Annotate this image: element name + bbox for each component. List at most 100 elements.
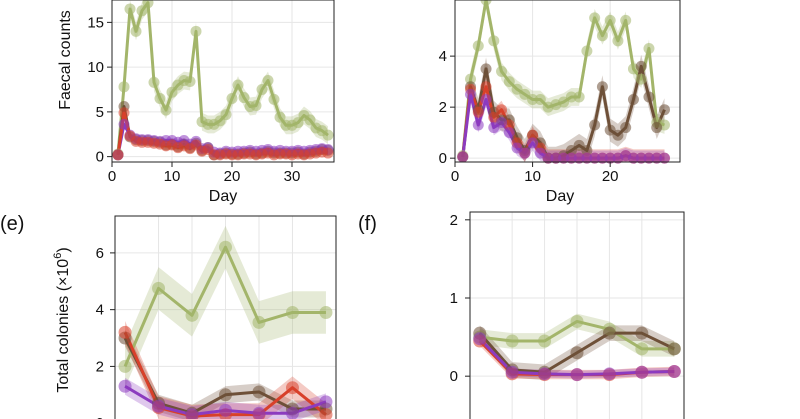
- data-point-red: [319, 408, 333, 419]
- x-tick-label: 0: [451, 168, 459, 185]
- data-point-green: [232, 79, 244, 91]
- y-tick-label: 0: [96, 149, 104, 166]
- ticks-tl: 0 5 10 15 0 10 20 30: [87, 14, 300, 185]
- x-axis-title-tl: Day: [209, 188, 237, 205]
- x-tick-label: 10: [164, 168, 181, 185]
- data-point-brown: [596, 81, 608, 93]
- data-point-purple: [152, 399, 166, 413]
- data-point-red: [118, 107, 130, 119]
- ci-band-green: [462, 0, 665, 162]
- data-point-green: [160, 104, 172, 116]
- data-point-green: [185, 308, 199, 322]
- ci-band-green: [479, 313, 675, 357]
- data-point-green: [238, 92, 250, 104]
- panel-label-f: (f): [358, 213, 377, 235]
- data-point-green: [527, 93, 539, 105]
- data-point-red: [527, 129, 539, 141]
- x-tick-label: 30: [284, 168, 301, 185]
- ci-band-purple: [479, 334, 675, 379]
- y-axis-title-e-suffix: ): [55, 247, 72, 252]
- ci-band-green: [125, 225, 326, 388]
- data-point-green: [274, 111, 286, 123]
- data-point-red: [285, 381, 299, 395]
- data-point-purple: [635, 152, 647, 164]
- data-point-green: [472, 40, 484, 52]
- data-point-green: [118, 81, 130, 93]
- data-point-brown: [604, 124, 616, 136]
- data-point-green: [322, 129, 334, 141]
- data-point-brown: [651, 122, 663, 134]
- data-point-green: [496, 65, 508, 77]
- data-point-green: [285, 305, 299, 319]
- data-point-red: [112, 149, 124, 161]
- data-point-brown: [635, 60, 647, 72]
- data-point-purple: [643, 152, 655, 164]
- data-point-purple: [473, 332, 487, 346]
- data-point-green: [643, 42, 655, 54]
- data-point-green: [304, 114, 316, 126]
- data-point-purple: [570, 368, 584, 382]
- data-point-green: [136, 5, 148, 17]
- y-tick-label: 5: [96, 104, 104, 121]
- x-tick-label: 20: [602, 168, 619, 185]
- data-point-purple: [538, 367, 552, 381]
- y-axis-title-tl: Faecal counts: [57, 10, 74, 110]
- data-point-green: [538, 334, 552, 348]
- lines-tr: [461, 0, 666, 160]
- data-point-red: [496, 104, 508, 116]
- data-point-green: [268, 93, 280, 105]
- data-point-brown: [570, 346, 584, 360]
- data-point-brown: [620, 122, 632, 134]
- data-point-green: [152, 281, 166, 295]
- plot-frame-tl: [111, 0, 335, 163]
- data-point-purple: [558, 152, 570, 164]
- y-tick-label: 0: [439, 150, 447, 167]
- y-axis-title-e-prefix: Total colonies (: [55, 285, 72, 392]
- data-point-brown: [612, 129, 624, 141]
- data-point-green: [612, 35, 624, 47]
- data-point-red: [472, 106, 484, 118]
- data-point-brown: [252, 385, 266, 399]
- data-point-green: [620, 14, 632, 26]
- data-point-brown: [573, 139, 585, 151]
- data-point-brown: [635, 326, 649, 340]
- data-point-green: [519, 88, 531, 100]
- data-point-green: [250, 100, 262, 112]
- data-point-green: [558, 96, 570, 108]
- data-point-green: [226, 92, 238, 104]
- data-point-red: [322, 147, 334, 159]
- points-tr: [457, 0, 670, 164]
- data-point-green: [252, 315, 266, 329]
- data-point-green: [573, 91, 585, 103]
- ci-band-red: [125, 321, 326, 419]
- data-point-green: [503, 76, 515, 88]
- data-point-brown: [219, 388, 232, 402]
- data-point-green: [565, 91, 577, 103]
- data-point-green: [256, 84, 268, 96]
- y-tick-label: 4: [96, 302, 104, 319]
- data-point-green: [589, 12, 601, 24]
- data-point-purple: [219, 403, 232, 417]
- plot-frame-e: [114, 215, 337, 419]
- ticks-tr: 0 2 4 0 10 20: [439, 48, 619, 185]
- panel-top-left: 0 5 10 15 0 10 20 30 Day Faecal counts: [57, 0, 335, 205]
- data-point-purple: [527, 137, 539, 149]
- x-axis-title-tr: Day: [546, 188, 574, 205]
- y-axis-title-e-mult: ×10: [55, 259, 72, 286]
- x-tick-label: 10: [524, 168, 541, 185]
- data-point-brown: [627, 93, 639, 105]
- ticks-e: 0 2 4 6: [96, 245, 115, 419]
- data-point-green: [488, 35, 500, 47]
- y-tick-label: 2: [439, 99, 447, 116]
- data-point-purple: [604, 152, 616, 164]
- data-point-purple: [658, 152, 670, 164]
- data-point-purple: [457, 151, 469, 163]
- ticks-f: 0 1 2: [450, 212, 470, 385]
- data-point-purple: [505, 365, 519, 379]
- data-point-purple: [602, 367, 616, 381]
- data-point-green: [118, 359, 132, 373]
- data-point-purple: [118, 118, 130, 130]
- data-point-green: [581, 45, 593, 57]
- bands-tr: [462, 0, 665, 162]
